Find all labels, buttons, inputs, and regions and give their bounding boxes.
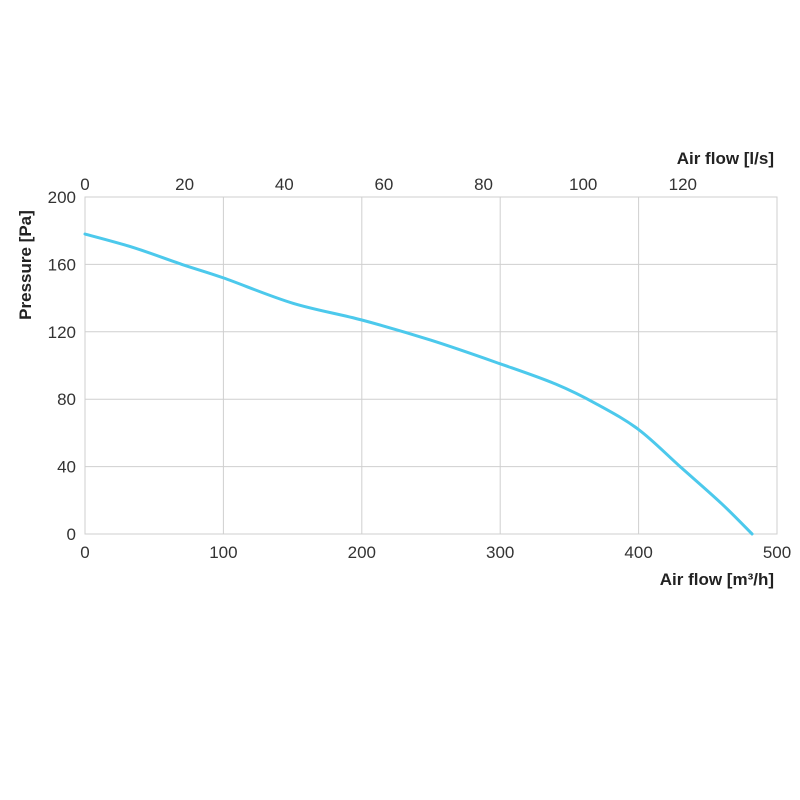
x-tick-labels: 0 100 200 300 400 500 <box>80 543 791 562</box>
pressure-curve <box>83 232 754 536</box>
x2-tick-label: 100 <box>569 175 597 194</box>
x-tick-label: 400 <box>624 543 652 562</box>
y-axis-title: Pressure [Pa] <box>16 210 35 320</box>
y-tick-label: 80 <box>57 390 76 409</box>
x2-tick-label: 80 <box>474 175 493 194</box>
grid-lines <box>85 197 777 534</box>
x2-tick-label: 120 <box>669 175 697 194</box>
x2-tick-label: 40 <box>275 175 294 194</box>
plot-frame <box>84 196 778 535</box>
x-tick-label: 300 <box>486 543 514 562</box>
x-tick-label: 500 <box>763 543 791 562</box>
x2-tick-label: 0 <box>80 175 89 194</box>
y-tick-label: 200 <box>48 188 76 207</box>
y-tick-label: 40 <box>57 458 76 477</box>
x2-tick-label: 60 <box>374 175 393 194</box>
x-axis-title: Air flow [m³/h] <box>660 570 774 589</box>
x-tick-label: 0 <box>80 543 89 562</box>
y-tick-label: 160 <box>48 255 76 274</box>
series-layer <box>83 232 754 536</box>
y-tick-labels: 0 40 80 120 160 200 <box>48 188 76 544</box>
x-tick-label: 200 <box>348 543 376 562</box>
y-tick-label: 120 <box>48 323 76 342</box>
x2-tick-labels: 0 20 40 60 80 100 120 <box>80 175 697 194</box>
x2-tick-label: 20 <box>175 175 194 194</box>
y-tick-label: 0 <box>67 525 76 544</box>
x-tick-label: 100 <box>209 543 237 562</box>
x2-axis-title: Air flow [l/s] <box>677 149 774 168</box>
